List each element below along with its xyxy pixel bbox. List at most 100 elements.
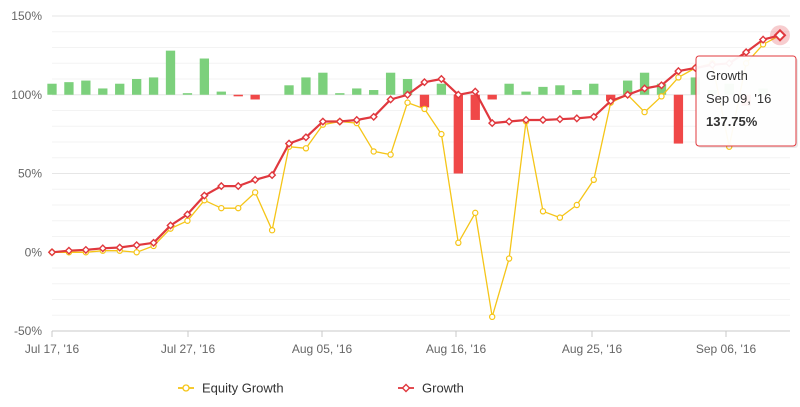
growth-point <box>318 117 328 126</box>
y-tick-label: 100% <box>11 88 42 102</box>
bar <box>216 91 226 95</box>
growth-point <box>454 90 463 99</box>
bar <box>115 83 125 95</box>
bar <box>385 72 396 95</box>
equity-growth-point <box>556 214 564 221</box>
equity-growth-point <box>472 209 479 217</box>
growth-point <box>183 210 192 219</box>
hover-point[interactable] <box>773 28 787 42</box>
bar <box>47 83 57 95</box>
equity-growth-point <box>438 130 445 138</box>
growth-point <box>403 90 412 99</box>
growth-point <box>115 243 124 252</box>
bar-series <box>47 50 768 174</box>
growth-point <box>369 112 378 121</box>
bar <box>436 83 447 95</box>
bar <box>131 79 142 95</box>
legend-equity-growth[interactable]: Equity Growth <box>178 381 284 396</box>
growth-point <box>267 170 277 180</box>
equity-growth-point <box>421 105 428 113</box>
legend-label: Equity Growth <box>202 381 284 396</box>
bar <box>622 80 633 95</box>
equity-growth-point <box>268 226 276 234</box>
y-tick-label: 50% <box>18 167 42 181</box>
growth-point <box>149 238 158 247</box>
growth-point <box>352 115 361 125</box>
equity-growth-point <box>370 148 377 155</box>
bar <box>589 83 599 95</box>
bar <box>148 77 159 95</box>
equity-growth-point <box>488 313 496 321</box>
tooltip: Growth Sep 09, '16 137.75% <box>695 55 798 148</box>
growth-point <box>657 81 666 90</box>
growth-point <box>538 115 548 125</box>
bar <box>673 94 684 144</box>
bar <box>470 94 480 120</box>
equity-growth-point <box>675 74 682 81</box>
bar <box>402 79 413 95</box>
growth-point <box>572 114 582 123</box>
bar <box>639 72 650 95</box>
growth-point <box>98 244 107 253</box>
equity-growth-point <box>455 239 462 246</box>
growth-point <box>623 90 632 99</box>
grid <box>52 15 790 332</box>
growth-point <box>301 133 311 142</box>
equity-growth-point <box>251 189 259 196</box>
growth-point <box>200 191 209 200</box>
growth-point <box>521 115 531 125</box>
bar <box>182 93 193 95</box>
growth-point <box>606 96 615 106</box>
equity-growth-point <box>133 249 140 256</box>
bar <box>284 85 294 95</box>
bar <box>318 72 328 95</box>
equity-growth-point <box>539 208 547 215</box>
x-tick-label: Sep 06, '16 <box>696 342 757 356</box>
growth-point <box>589 112 598 121</box>
growth-point <box>741 48 751 57</box>
bar <box>233 94 243 97</box>
bar <box>504 83 514 95</box>
growth-point <box>234 181 243 191</box>
tooltip-title: Growth <box>706 68 748 83</box>
growth-point <box>504 117 514 126</box>
bar <box>199 58 210 95</box>
growth-line <box>51 34 781 254</box>
x-tick-label: Jul 17, '16 <box>25 342 80 356</box>
legend-marker <box>182 384 190 392</box>
bar <box>250 94 260 100</box>
tooltip-date: Sep 09, '16 <box>706 91 771 106</box>
equity-growth-point <box>302 145 310 152</box>
growth-point <box>132 240 141 250</box>
growth-point <box>47 248 57 257</box>
growth-point <box>166 221 175 230</box>
bar <box>369 90 379 95</box>
bar <box>690 77 701 95</box>
x-tick-label: Jul 27, '16 <box>161 342 216 356</box>
x-tick-label: Aug 16, '16 <box>426 342 487 356</box>
bar <box>419 94 430 108</box>
legend-marker <box>401 383 411 393</box>
x-tick-label: Aug 25, '16 <box>562 342 623 356</box>
bar <box>81 80 91 95</box>
legend: Equity Growth Growth <box>178 381 464 396</box>
equity-growth-point <box>235 204 242 212</box>
equity-growth-point <box>590 176 597 183</box>
bar <box>98 88 108 95</box>
bar <box>572 90 582 95</box>
tooltip-box <box>695 55 797 147</box>
bar <box>555 85 565 95</box>
legend-growth[interactable]: Growth <box>398 381 464 396</box>
axes: 150% 100% 50% 0% -50% Jul 17, '16 Jul 27, '16 A… <box>11 9 790 356</box>
bar <box>538 86 548 95</box>
bar <box>521 91 531 95</box>
bar <box>453 94 463 174</box>
bar <box>335 93 345 95</box>
y-tick-label: 0% <box>25 245 43 259</box>
tooltip-value: 137.75% <box>706 114 758 129</box>
equity-growth-point <box>218 204 225 212</box>
bar <box>487 94 497 100</box>
growth-point <box>674 66 683 76</box>
